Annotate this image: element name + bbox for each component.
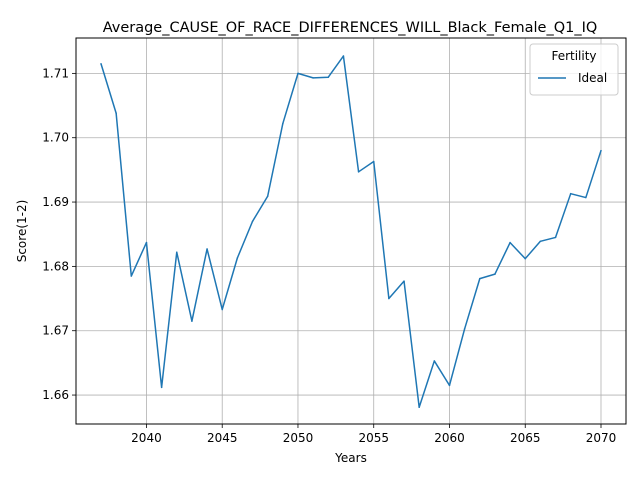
x-tick-label: 2070 bbox=[586, 431, 617, 445]
y-axis-ticks: 1.66 1.67 1.68 1.69 1.70 1.71 bbox=[42, 66, 76, 402]
x-tick-label: 2065 bbox=[510, 431, 541, 445]
data-point bbox=[403, 280, 405, 282]
data-point bbox=[600, 149, 602, 152]
y-tick-label: 1.71 bbox=[42, 66, 69, 80]
y-tick-label: 1.67 bbox=[42, 324, 69, 338]
legend-box bbox=[529, 43, 619, 96]
x-tick-label: 2050 bbox=[283, 431, 314, 445]
data-point bbox=[463, 328, 466, 330]
data-point bbox=[206, 248, 208, 250]
x-tick-label: 2040 bbox=[131, 431, 162, 445]
data-point bbox=[569, 192, 572, 195]
legend-label-ideal: Ideal bbox=[578, 71, 607, 85]
series-line-ideal bbox=[100, 55, 602, 409]
legend: Fertility Ideal bbox=[529, 43, 619, 96]
data-point bbox=[160, 386, 163, 389]
data-point bbox=[191, 320, 193, 322]
data-point bbox=[372, 160, 375, 163]
data-point bbox=[282, 122, 284, 125]
data-point bbox=[494, 273, 496, 275]
data-point bbox=[554, 236, 557, 239]
data-point bbox=[433, 360, 436, 362]
data-point bbox=[297, 72, 299, 75]
data-point bbox=[418, 406, 420, 409]
y-tick-label: 1.70 bbox=[42, 131, 69, 145]
x-tick-label: 2060 bbox=[434, 431, 465, 445]
data-point bbox=[448, 384, 451, 387]
series-layer bbox=[100, 55, 602, 409]
data-point bbox=[479, 277, 481, 280]
data-point bbox=[100, 62, 102, 65]
legend-title: Fertility bbox=[551, 49, 596, 63]
data-point bbox=[312, 77, 314, 79]
y-tick-label: 1.68 bbox=[42, 259, 69, 273]
data-point bbox=[221, 308, 223, 311]
data-point bbox=[130, 275, 133, 277]
data-point bbox=[388, 297, 390, 300]
data-point bbox=[176, 251, 178, 253]
y-tick-label: 1.66 bbox=[42, 388, 69, 402]
data-point bbox=[342, 55, 345, 57]
data-point bbox=[327, 76, 330, 78]
x-axis-label: Years bbox=[334, 451, 367, 465]
data-point bbox=[251, 220, 254, 223]
data-point bbox=[115, 112, 117, 115]
data-point bbox=[266, 195, 269, 198]
y-tick-label: 1.69 bbox=[42, 195, 69, 209]
data-point bbox=[585, 196, 587, 199]
plot-frame bbox=[75, 37, 627, 425]
x-tick-label: 2055 bbox=[358, 431, 389, 445]
x-tick-label: 2045 bbox=[207, 431, 238, 445]
data-point bbox=[236, 257, 239, 259]
chart-title: Average_CAUSE_OF_RACE_DIFFERENCES_WILL_B… bbox=[103, 20, 598, 36]
data-point bbox=[524, 257, 526, 260]
data-point bbox=[539, 240, 542, 243]
x-axis-ticks: 2040 2045 2050 2055 2060 2065 2070 bbox=[131, 424, 616, 445]
y-axis-label: Score(1-2) bbox=[15, 200, 29, 263]
data-point bbox=[357, 171, 360, 173]
data-point bbox=[145, 241, 148, 244]
data-point bbox=[509, 241, 511, 244]
